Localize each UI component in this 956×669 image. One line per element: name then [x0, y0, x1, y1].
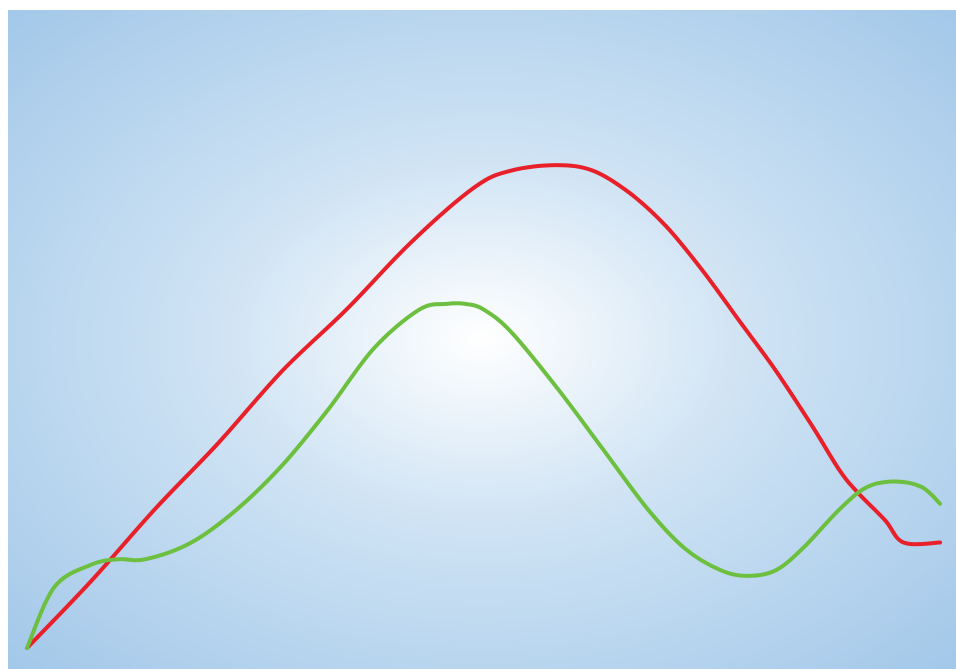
series-line-2 — [25, 301, 942, 650]
series-line-1 — [25, 163, 942, 650]
series-layer — [25, 163, 942, 650]
plot-background — [8, 10, 956, 669]
